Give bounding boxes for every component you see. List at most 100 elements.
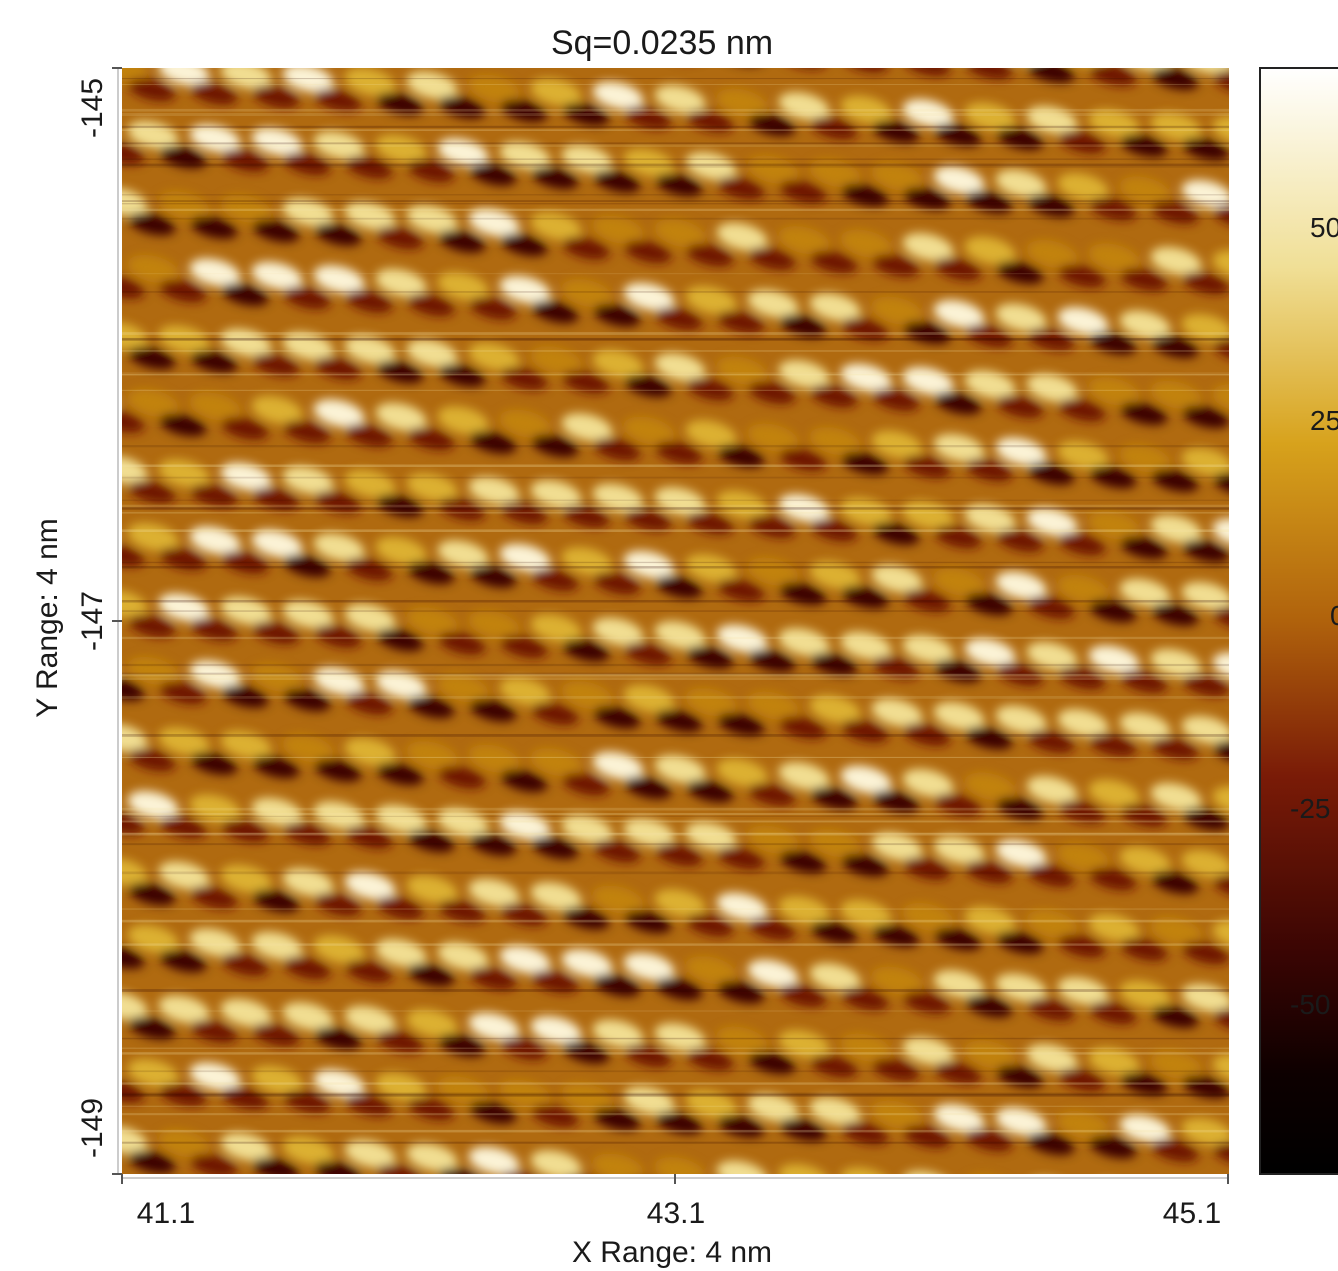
atom-blob [122, 589, 148, 619]
atom-blob [1150, 648, 1202, 678]
atom-blob [933, 434, 985, 463]
atom-blob [282, 198, 334, 227]
scan-line [122, 1113, 1229, 1116]
lattice-trough [686, 243, 734, 267]
scan-line [122, 84, 1229, 85]
lattice-trough [996, 529, 1044, 552]
lattice-trough [376, 628, 424, 652]
scan-line [122, 144, 1229, 147]
atom-blob [313, 667, 365, 696]
lattice-trough [252, 1023, 300, 1047]
atom-blob [251, 395, 303, 424]
lattice-trough [314, 357, 362, 380]
atom-blob [375, 402, 427, 431]
lattice-trough [345, 1094, 393, 1117]
lattice-trough [500, 903, 548, 927]
lattice-trough [872, 924, 920, 948]
atom-blob [1057, 307, 1109, 336]
lattice-trough [314, 1161, 362, 1174]
scan-line [122, 600, 1229, 603]
lattice-trough [128, 480, 176, 504]
lattice-trough [965, 324, 1013, 348]
scan-line [122, 1010, 1229, 1012]
lattice-trough [252, 353, 300, 377]
lattice-trough [128, 1150, 176, 1174]
lattice-trough [841, 585, 889, 609]
lattice-trough [996, 797, 1044, 820]
lattice-trough [810, 518, 858, 542]
lattice-trough [841, 451, 889, 475]
atom-blob [778, 494, 830, 523]
lattice-trough [1182, 405, 1229, 429]
lattice-trough [994, 1195, 1045, 1226]
atom-blob [344, 335, 396, 364]
atom-blob [809, 561, 861, 590]
atom-blob [1150, 514, 1202, 544]
atom-blob [1057, 1111, 1109, 1140]
atom-blob [122, 187, 148, 217]
lattice-trough [686, 1047, 734, 1071]
lattice-trough [1213, 338, 1229, 362]
atom-blob [468, 208, 520, 237]
scan-line [122, 989, 1229, 992]
scan-line [122, 1052, 1229, 1055]
atom-blob [313, 1069, 365, 1098]
atom-blob [592, 1153, 644, 1174]
atom-blob [654, 487, 706, 516]
atom-blob [375, 1072, 427, 1101]
atom-blob [468, 1012, 520, 1041]
atom-blob [127, 1058, 179, 1088]
atom-blob [499, 141, 551, 170]
lattice-trough [872, 522, 920, 546]
lattice-trough [1027, 68, 1075, 83]
atom-blob [1119, 578, 1171, 607]
lattice-trough [407, 561, 455, 585]
atom-blob [747, 1093, 799, 1122]
atom-blob [840, 631, 892, 660]
atom-blob [964, 504, 1016, 533]
atom-blob [375, 268, 427, 297]
atom-blob [1181, 447, 1229, 477]
lattice-trough [122, 1080, 145, 1103]
atom-blob [1212, 920, 1229, 949]
scan-line [122, 389, 1229, 391]
atom-blob [313, 533, 365, 562]
lattice-trough [159, 279, 207, 303]
atom-blob [63, 649, 120, 687]
atom-blob [747, 825, 799, 854]
x-tick-label: 41.1 [137, 1197, 195, 1230]
lattice-trough [469, 431, 517, 454]
atom-blob [406, 741, 458, 770]
atom-blob [623, 1086, 675, 1115]
atom-blob [282, 600, 334, 629]
lattice-trough [190, 752, 238, 775]
atom-blob [1181, 581, 1229, 611]
lattice-trough [252, 755, 300, 779]
scan-line [122, 291, 1229, 293]
lattice-trough [965, 458, 1013, 482]
scan-line [122, 78, 1229, 80]
lattice-trough [376, 92, 424, 116]
atom-blob [1119, 310, 1171, 339]
lattice-trough [469, 833, 517, 856]
lattice-trough [438, 1034, 486, 1057]
lattice-trough [128, 346, 176, 370]
atom-blob [251, 797, 303, 826]
lattice-trough [190, 82, 238, 105]
lattice-trough [159, 949, 207, 973]
atom-blob [1212, 250, 1229, 279]
lattice-trough [965, 68, 1013, 80]
lattice-trough [903, 187, 951, 211]
lattice-trough [128, 212, 176, 236]
lattice-trough [624, 776, 672, 800]
atom-blob [251, 663, 303, 692]
atom-blob [1026, 1044, 1078, 1073]
lattice-trough [562, 638, 610, 662]
lattice-trough [1089, 68, 1137, 87]
lattice-trough [996, 663, 1044, 686]
lattice-trough [345, 424, 393, 447]
atom-blob [933, 970, 985, 999]
atom-blob [840, 1033, 892, 1062]
atom-blob [499, 543, 551, 572]
lattice-trough [932, 1192, 983, 1223]
